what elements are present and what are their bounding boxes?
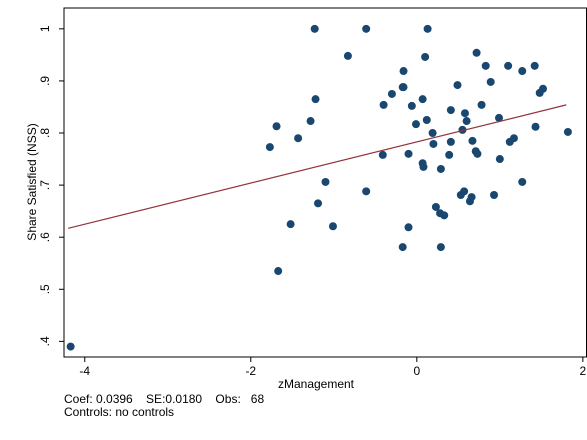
note: Coef: 0.0396 SE:0.0180 Obs: 68 bbox=[64, 392, 264, 406]
point bbox=[477, 100, 486, 109]
point bbox=[286, 220, 295, 229]
point bbox=[539, 84, 548, 93]
point bbox=[422, 115, 431, 124]
point bbox=[531, 122, 540, 131]
point bbox=[445, 150, 454, 159]
point bbox=[387, 89, 396, 98]
point bbox=[378, 150, 387, 159]
point bbox=[490, 191, 499, 200]
y-tick-label: .8 bbox=[38, 128, 52, 138]
point bbox=[321, 177, 330, 186]
point bbox=[468, 136, 477, 145]
point bbox=[473, 149, 482, 158]
point bbox=[563, 127, 572, 136]
point bbox=[440, 211, 449, 220]
y-tick-label: .9 bbox=[38, 76, 52, 86]
point bbox=[446, 137, 455, 146]
point bbox=[399, 67, 408, 76]
y-tick-label: .5 bbox=[38, 284, 52, 294]
point bbox=[404, 223, 413, 232]
point bbox=[467, 193, 476, 202]
y-tick-label: .6 bbox=[38, 232, 52, 242]
point bbox=[518, 67, 527, 76]
point bbox=[343, 51, 352, 60]
y-tick-label: .7 bbox=[38, 180, 52, 190]
x-tick-label: -4 bbox=[79, 364, 90, 378]
point bbox=[509, 134, 518, 143]
point bbox=[428, 129, 437, 138]
point bbox=[418, 95, 427, 104]
point bbox=[462, 117, 471, 126]
point bbox=[399, 83, 408, 92]
point bbox=[472, 48, 481, 57]
point bbox=[66, 342, 75, 351]
point bbox=[486, 77, 495, 86]
point bbox=[431, 202, 440, 211]
point bbox=[407, 101, 416, 110]
y-tick-label: 1 bbox=[38, 25, 52, 32]
y-tick-label: .4 bbox=[38, 336, 52, 346]
x-tick-label: -2 bbox=[245, 364, 256, 378]
note: Controls: no controls bbox=[64, 405, 174, 419]
point bbox=[294, 134, 303, 143]
point bbox=[362, 187, 371, 196]
x-tick-label: 2 bbox=[580, 364, 587, 378]
point bbox=[504, 61, 513, 70]
point bbox=[265, 143, 274, 152]
point bbox=[421, 52, 430, 61]
point bbox=[460, 109, 469, 118]
point bbox=[274, 267, 283, 276]
y-axis-label: Share Satisfied (NSS) bbox=[25, 123, 39, 240]
point bbox=[453, 81, 462, 90]
point bbox=[311, 95, 320, 104]
point bbox=[458, 125, 467, 134]
point bbox=[436, 164, 445, 173]
x-tick-label: 0 bbox=[413, 364, 420, 378]
point bbox=[429, 139, 438, 148]
point bbox=[314, 199, 323, 208]
point bbox=[419, 162, 428, 171]
point bbox=[362, 24, 371, 33]
x-axis-label: zManagement bbox=[278, 377, 355, 391]
point bbox=[328, 222, 337, 231]
point bbox=[495, 155, 504, 164]
point bbox=[530, 61, 539, 70]
point bbox=[379, 100, 388, 109]
point bbox=[423, 24, 432, 33]
point bbox=[306, 117, 315, 126]
point bbox=[411, 120, 420, 129]
point bbox=[518, 177, 527, 186]
point bbox=[272, 122, 281, 131]
point bbox=[436, 243, 445, 252]
point bbox=[446, 106, 455, 115]
point bbox=[404, 149, 413, 158]
point bbox=[310, 24, 319, 33]
fit-line bbox=[68, 104, 567, 229]
point bbox=[481, 61, 490, 70]
point bbox=[495, 113, 504, 122]
point bbox=[398, 243, 407, 252]
point bbox=[460, 187, 469, 196]
